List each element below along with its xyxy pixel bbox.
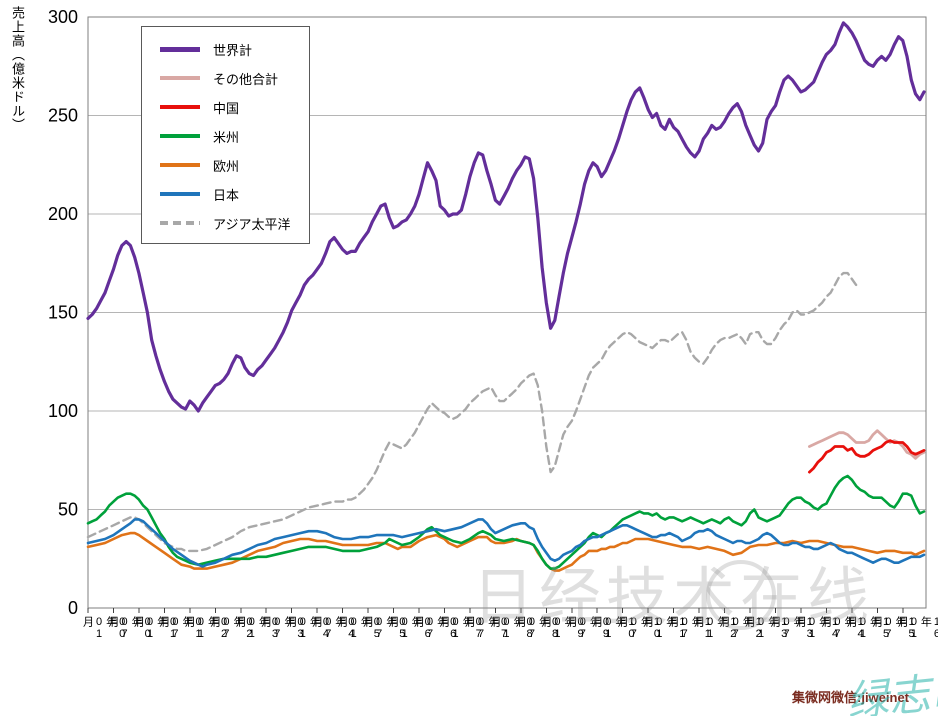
x-tick-label: 13年07月 xyxy=(769,616,816,640)
x-tick-label: 09年01月 xyxy=(539,616,587,640)
svg-text:100: 100 xyxy=(48,401,78,421)
x-tick-label: 07年01月 xyxy=(438,616,485,640)
legend-label: 世界計 xyxy=(213,42,253,58)
x-tick-label: 05年07月 xyxy=(361,616,409,640)
x-tick-label: 15年01月 xyxy=(845,616,893,640)
legend-label: 日本 xyxy=(213,187,240,203)
x-tick-label: 14年01月 xyxy=(794,616,842,640)
legend-item: 欧州 xyxy=(160,155,309,175)
x-tick-label: 08年07月 xyxy=(514,616,562,640)
x-tick-label: 16年01月 xyxy=(896,616,938,640)
legend-item: 世界計 xyxy=(160,39,309,59)
x-tick-label: 02年07月 xyxy=(208,616,256,640)
x-tick-label: 06年01月 xyxy=(387,616,434,640)
x-tick-label: 01年07月 xyxy=(157,616,205,640)
legend-item: アジア太平洋 xyxy=(160,213,309,233)
x-tick-label: 07年07月 xyxy=(463,616,511,640)
x-tick-label: 14年07月 xyxy=(819,616,867,640)
legend-label: 米州 xyxy=(213,129,240,145)
legend-swatch-line-icon xyxy=(160,105,200,109)
svg-text:250: 250 xyxy=(48,106,78,126)
watermark-nikkei-text: 日经技术在线 xyxy=(472,563,875,632)
legend-label: その他合計 xyxy=(213,71,279,87)
series-japan xyxy=(86,518,926,568)
series-china xyxy=(808,439,926,474)
x-tick-label: 09年07月 xyxy=(565,616,612,640)
x-tick-label: 01年01月 xyxy=(132,616,180,640)
y-axis-title: 売上高（億米ドル） xyxy=(10,6,25,132)
watermark-jiweinet-credit: 集微网微信:jiweinet xyxy=(792,690,910,705)
x-tick-label: 03年07月 xyxy=(259,616,307,640)
x-tick-label: 10年01月 xyxy=(590,616,638,640)
x-tick-label: 02年01月 xyxy=(183,616,231,640)
legend-swatch-line-icon xyxy=(160,163,200,167)
legend-swatch-line-icon xyxy=(160,192,200,196)
legend-swatch-line-icon xyxy=(160,134,200,138)
svg-text:50: 50 xyxy=(58,500,78,520)
legend-item: 中国 xyxy=(160,97,309,117)
x-tick-label: 05年01月 xyxy=(336,616,383,640)
series-others_total xyxy=(808,429,926,460)
watermark-ring-icon xyxy=(706,560,776,630)
x-tick-label: 15年07月 xyxy=(870,616,918,640)
x-tick-label: 10年07月 xyxy=(616,616,663,640)
legend: 世界計その他合計中国米州欧州日本アジア太平洋 xyxy=(141,26,310,244)
x-tick-label: 06年07月 xyxy=(412,616,460,640)
x-tick-label: 00年07月 xyxy=(107,616,154,640)
x-tick-label: 04年07月 xyxy=(310,616,358,640)
svg-text:0: 0 xyxy=(68,598,78,618)
legend-item: その他合計 xyxy=(160,68,309,88)
x-tick-label: 04年01月 xyxy=(285,616,332,640)
x-tick-label: 11年01月 xyxy=(641,616,689,640)
legend-label: 欧州 xyxy=(213,158,240,174)
x-tick-label: 11年07月 xyxy=(667,616,714,640)
series-world xyxy=(86,21,926,413)
x-tick-label: 00年01月 xyxy=(81,616,129,640)
svg-text:150: 150 xyxy=(48,303,78,323)
x-tick-label: 08年01月 xyxy=(488,616,536,640)
legend-item: 米州 xyxy=(160,126,309,146)
svg-text:300: 300 xyxy=(48,7,78,27)
legend-label: アジア太平洋 xyxy=(213,216,291,232)
series-asia_pacific xyxy=(86,271,858,553)
legend-label: 中国 xyxy=(213,100,240,116)
legend-swatch-line-icon xyxy=(160,76,200,80)
legend-swatch-line-icon xyxy=(160,221,200,225)
legend-swatch-line-icon xyxy=(160,46,200,52)
legend-item: 日本 xyxy=(160,184,309,204)
svg-text:200: 200 xyxy=(48,204,78,224)
x-tick-label: 03年01月 xyxy=(234,616,281,640)
